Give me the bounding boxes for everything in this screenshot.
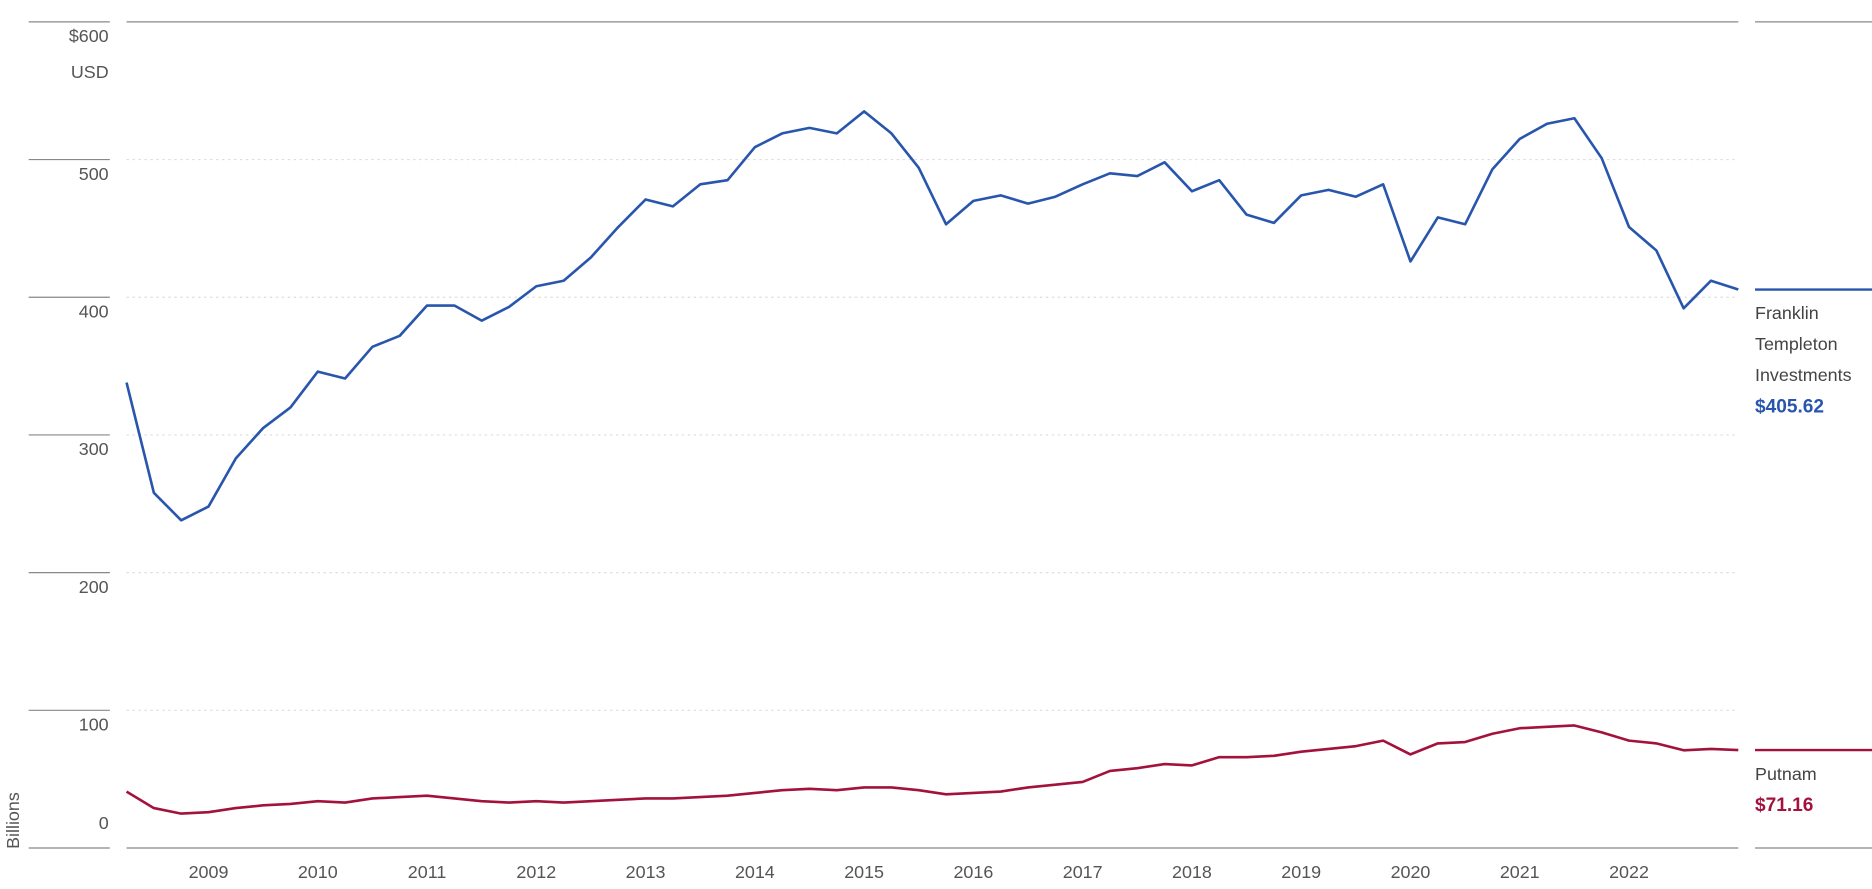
y-unit: USD xyxy=(71,62,109,82)
legend-label: Franklin Templeton Investments xyxy=(1755,303,1852,387)
x-tick-label: 2014 xyxy=(735,862,775,882)
x-tick-label: 2021 xyxy=(1500,862,1540,882)
y-tick-label: 0 xyxy=(99,813,109,833)
x-tick-label: 2015 xyxy=(844,862,884,882)
legend-value: $405.62 xyxy=(1755,396,1825,418)
y-tick-label: 500 xyxy=(79,164,109,184)
series-line xyxy=(125,110,1739,522)
x-tick-label: 2016 xyxy=(953,862,993,882)
x-tick-label: 2012 xyxy=(516,862,556,882)
y-tick-label: 100 xyxy=(79,715,109,735)
y-tick-label: $600 xyxy=(69,26,109,46)
x-tick-label: 2009 xyxy=(189,862,229,882)
y-axis-label: Billions xyxy=(3,792,23,849)
series-line xyxy=(125,724,1739,815)
y-tick-label: 400 xyxy=(79,302,109,322)
x-tick-label: 2013 xyxy=(626,862,666,882)
legend-label: Putnam xyxy=(1755,764,1817,785)
x-tick-label: 2019 xyxy=(1281,862,1321,882)
legend-item: Franklin Templeton Investments $405.62 xyxy=(1755,303,1852,418)
x-tick-label: 2020 xyxy=(1391,862,1431,882)
legend-item: Putnam $71.16 xyxy=(1755,764,1817,816)
x-tick-label: 2022 xyxy=(1609,862,1649,882)
x-tick-label: 2018 xyxy=(1172,862,1212,882)
x-tick-label: 2010 xyxy=(298,862,338,882)
y-tick-label: 300 xyxy=(79,439,109,459)
x-tick-label: 2011 xyxy=(408,862,447,882)
x-tick-label: 2017 xyxy=(1063,862,1103,882)
y-tick-label: 200 xyxy=(79,577,109,597)
legend-value: $71.16 xyxy=(1755,795,1814,816)
